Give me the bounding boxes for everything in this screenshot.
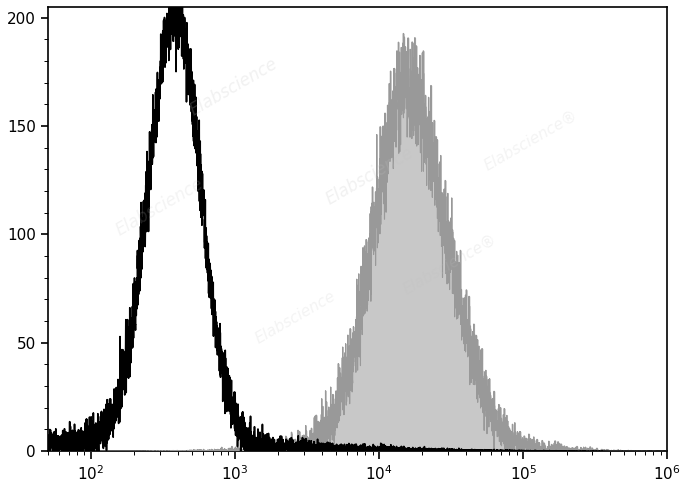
Text: Elabscience: Elabscience (323, 144, 417, 208)
Text: Elabscience: Elabscience (112, 174, 206, 239)
Text: Elabscience: Elabscience (186, 54, 281, 119)
Text: Elabscience: Elabscience (252, 289, 338, 347)
Text: Elabscience®: Elabscience® (401, 232, 499, 297)
Text: Elabscience®: Elabscience® (482, 107, 581, 173)
